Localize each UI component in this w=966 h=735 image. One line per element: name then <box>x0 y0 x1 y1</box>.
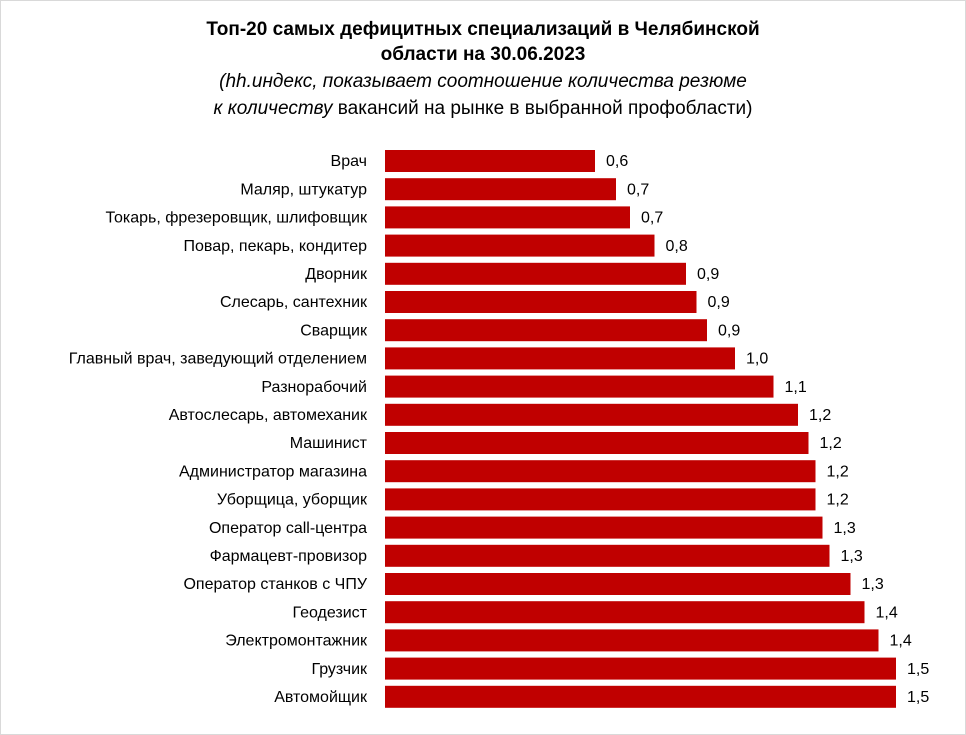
bar <box>385 544 830 567</box>
bar <box>385 347 735 370</box>
data-label: 1,2 <box>827 492 849 509</box>
data-label: 0,7 <box>641 210 663 227</box>
y-tick-label: Оператор call-центра <box>209 520 367 537</box>
y-tick-label: Машинист <box>290 435 368 452</box>
data-label: 1,2 <box>820 435 842 452</box>
bar <box>385 375 774 398</box>
y-tick-label: Дворник <box>305 266 368 283</box>
data-label: 0,8 <box>666 238 688 255</box>
bar <box>385 206 630 229</box>
chart-subtitle: к количеству <box>214 98 334 119</box>
bar <box>385 319 707 342</box>
bar <box>385 516 823 539</box>
bar <box>385 403 798 426</box>
bar <box>385 234 655 257</box>
y-tick-label: Грузчик <box>311 661 368 678</box>
y-tick-label: Уборщица, уборщик <box>217 492 368 509</box>
data-label: 1,4 <box>876 604 898 621</box>
data-label: 1,3 <box>862 576 884 593</box>
y-tick-label: Оператор станков с ЧПУ <box>183 576 367 593</box>
y-tick-label: Маляр, штукатур <box>240 181 367 198</box>
y-tick-label: Электромонтажник <box>225 633 368 650</box>
data-label: 0,9 <box>708 294 730 311</box>
bar <box>385 460 816 483</box>
data-label: 0,6 <box>606 153 628 170</box>
bar <box>385 432 809 454</box>
y-tick-label: Сварщик <box>300 322 368 339</box>
y-tick-label: Токарь, фрезеровщик, шлифовщик <box>105 210 368 227</box>
y-tick-label: Автомойщик <box>274 689 368 706</box>
y-tick-label: Разнорабочий <box>261 379 367 396</box>
bar <box>385 629 879 652</box>
y-tick-label: Автослесарь, автомеханик <box>169 407 368 424</box>
bar <box>385 150 595 172</box>
y-tick-label: Повар, пекарь, кондитер <box>184 238 368 255</box>
data-label: 0,9 <box>718 322 740 339</box>
bar <box>385 657 896 680</box>
chart-subtitle: к количеству вакансий на рынке в выбранн… <box>214 98 753 119</box>
data-label: 1,0 <box>746 351 768 368</box>
bar <box>385 262 686 285</box>
data-label: 1,3 <box>841 548 863 565</box>
data-label: 1,5 <box>907 661 929 678</box>
chart-subtitle: (hh.индекс, показывает соотношение колич… <box>219 71 747 92</box>
bar <box>385 291 697 313</box>
y-tick-label: Слесарь, сантехник <box>220 294 368 311</box>
chart-title: Топ-20 самых дефицитных специализаций в … <box>206 19 759 40</box>
bar <box>385 573 851 595</box>
bar <box>385 685 896 708</box>
y-tick-label: Главный врач, заведующий отделением <box>69 351 367 368</box>
data-label: 1,2 <box>827 463 849 480</box>
bar <box>385 488 816 511</box>
bar <box>385 178 616 201</box>
data-label: 1,2 <box>809 407 831 424</box>
data-label: 1,4 <box>890 633 912 650</box>
y-tick-label: Врач <box>331 153 367 170</box>
data-label: 1,5 <box>907 689 929 706</box>
y-tick-label: Администратор магазина <box>179 463 367 480</box>
y-tick-label: Геодезист <box>292 604 367 621</box>
data-label: 1,1 <box>785 379 807 396</box>
chart-title: области на 30.06.2023 <box>381 44 586 65</box>
data-label: 1,3 <box>834 520 856 537</box>
data-label: 0,9 <box>697 266 719 283</box>
chart-subtitle: вакансий на рынке в выбранной профобласт… <box>332 98 752 119</box>
data-label: 0,7 <box>627 181 649 198</box>
y-tick-label: Фармацевт-провизор <box>210 548 368 565</box>
bar <box>385 601 865 624</box>
